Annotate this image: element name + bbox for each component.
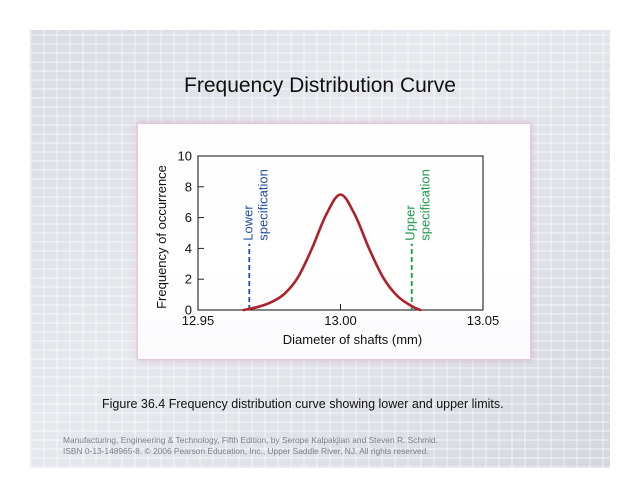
lower-spec-label: specification (255, 169, 270, 241)
x-tick-label: 12.95 (182, 313, 215, 328)
footer-line-1: Manufacturing, Engineering & Technology,… (63, 435, 438, 445)
upper-spec-label: Upper (403, 205, 418, 241)
copyright-footer: Manufacturing, Engineering & Technology,… (63, 435, 603, 457)
slide-background: Frequency Distribution Curve 0 2 4 6 8 10 12.9… (30, 30, 610, 468)
footer-line-2: ISBN 0-13-148965-8. © 2006 Pearson Educa… (63, 446, 429, 456)
y-tick-label: 6 (185, 210, 192, 225)
slide-title: Frequency Distribution Curve (184, 74, 456, 97)
x-tick-label: 13.05 (467, 313, 500, 328)
chart-series (242, 193, 422, 312)
chart-ticks: 0 2 4 6 8 10 12.95 13.00 13.05 (178, 149, 500, 329)
y-tick-label: 2 (185, 272, 192, 287)
frequency-curve (242, 193, 422, 312)
figure-caption: Figure 36.4 Frequency distribution curve… (102, 397, 504, 411)
y-tick-label: 10 (178, 149, 192, 164)
chart-panel: 0 2 4 6 8 10 12.95 13.00 13.05 Lower specificatio… (137, 123, 531, 360)
y-tick-label: 0 (185, 303, 192, 318)
y-tick-label: 8 (185, 179, 192, 194)
lower-spec-label: Lower (240, 205, 255, 241)
x-axis-label: Diameter of shafts (mm) (283, 332, 422, 347)
y-axis-label: Frequency of occurrence (154, 165, 169, 309)
y-tick-label: 4 (185, 241, 192, 256)
upper-spec-label: specification (418, 169, 433, 241)
spec-limits: Lower specification Upper specification (240, 169, 433, 310)
x-tick-label: 13.00 (324, 313, 357, 328)
